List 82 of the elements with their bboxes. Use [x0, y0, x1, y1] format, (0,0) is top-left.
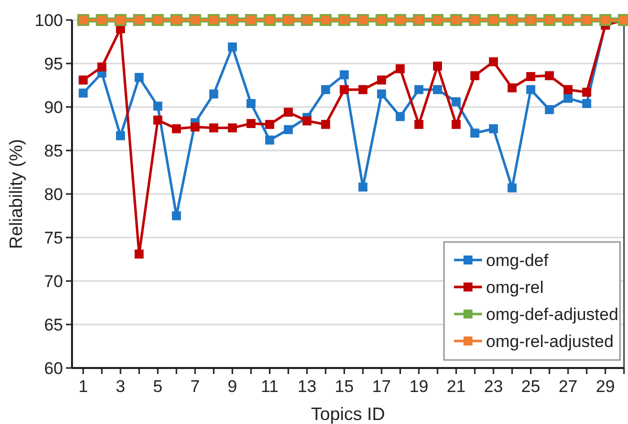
x-tick-label: 15 [334, 377, 354, 396]
x-tick-label: 3 [116, 377, 126, 396]
point [284, 125, 293, 134]
point [452, 120, 461, 129]
point [321, 120, 330, 129]
y-tick-label: 80 [44, 184, 63, 204]
point [340, 70, 349, 80]
legend-label: omg-rel [486, 278, 544, 297]
point [414, 85, 424, 94]
point [452, 97, 461, 106]
point [228, 42, 237, 52]
y-tick-label: 100 [34, 10, 63, 30]
point [582, 88, 592, 97]
point [153, 102, 162, 111]
y-tick-label: 85 [44, 141, 63, 160]
point [508, 83, 517, 92]
point [172, 211, 181, 220]
point [470, 71, 480, 80]
x-tick-label: 5 [153, 377, 163, 396]
point [433, 62, 442, 71]
point [358, 182, 368, 192]
x-tick-label: 11 [260, 377, 279, 396]
point [377, 89, 386, 98]
point [488, 124, 498, 134]
point [302, 116, 312, 126]
x-tick-label: 7 [190, 377, 200, 396]
y-axis-title: Reliability (%) [6, 138, 26, 250]
point [488, 57, 498, 66]
x-tick-label: 1 [78, 377, 88, 396]
point [209, 89, 218, 98]
point [246, 119, 256, 128]
point [97, 62, 106, 72]
legend-label: omg-rel-adjusted [486, 332, 614, 351]
point [564, 85, 573, 94]
point [134, 250, 144, 259]
point [508, 183, 517, 192]
point [246, 99, 256, 108]
legend-label: omg-def-adjusted [486, 304, 618, 324]
x-tick-label: 27 [558, 377, 578, 396]
point [526, 72, 536, 82]
x-tick-label: 13 [298, 377, 316, 396]
point [414, 120, 424, 129]
y-tick-label: 60 [44, 358, 63, 378]
x-tick-label: 25 [521, 377, 540, 396]
y-tick-label: 75 [44, 228, 63, 248]
point [526, 85, 536, 94]
point [116, 131, 125, 140]
point [209, 123, 218, 132]
x-tick-label: 19 [409, 377, 428, 396]
point [564, 94, 573, 103]
point [377, 76, 386, 85]
x-tick-label: 21 [446, 377, 466, 396]
legend-label: omg-def [486, 250, 549, 270]
x-tick-label: 29 [596, 377, 615, 396]
point [228, 123, 237, 132]
point [78, 88, 88, 98]
point [265, 120, 274, 129]
point [340, 85, 349, 94]
x-tick-label: 17 [372, 377, 392, 396]
x-axis-title: Topics ID [310, 404, 386, 424]
point [265, 136, 274, 145]
y-tick-label: 70 [44, 272, 63, 291]
point [284, 108, 293, 117]
point [134, 72, 144, 82]
y-tick-label: 65 [44, 315, 63, 334]
point [321, 85, 330, 94]
point [544, 105, 554, 114]
y-tick-label: 95 [44, 54, 63, 74]
point [396, 64, 405, 74]
point [78, 76, 88, 85]
point [470, 128, 480, 138]
y-tick-label: 90 [44, 98, 63, 117]
x-tick-label: 23 [484, 377, 503, 396]
point [433, 85, 442, 94]
point [544, 71, 554, 80]
point [190, 122, 200, 132]
x-tick-label: 9 [228, 377, 238, 396]
point [396, 112, 405, 122]
point [358, 85, 368, 94]
point [582, 99, 592, 108]
point [153, 116, 162, 125]
point [172, 124, 181, 134]
